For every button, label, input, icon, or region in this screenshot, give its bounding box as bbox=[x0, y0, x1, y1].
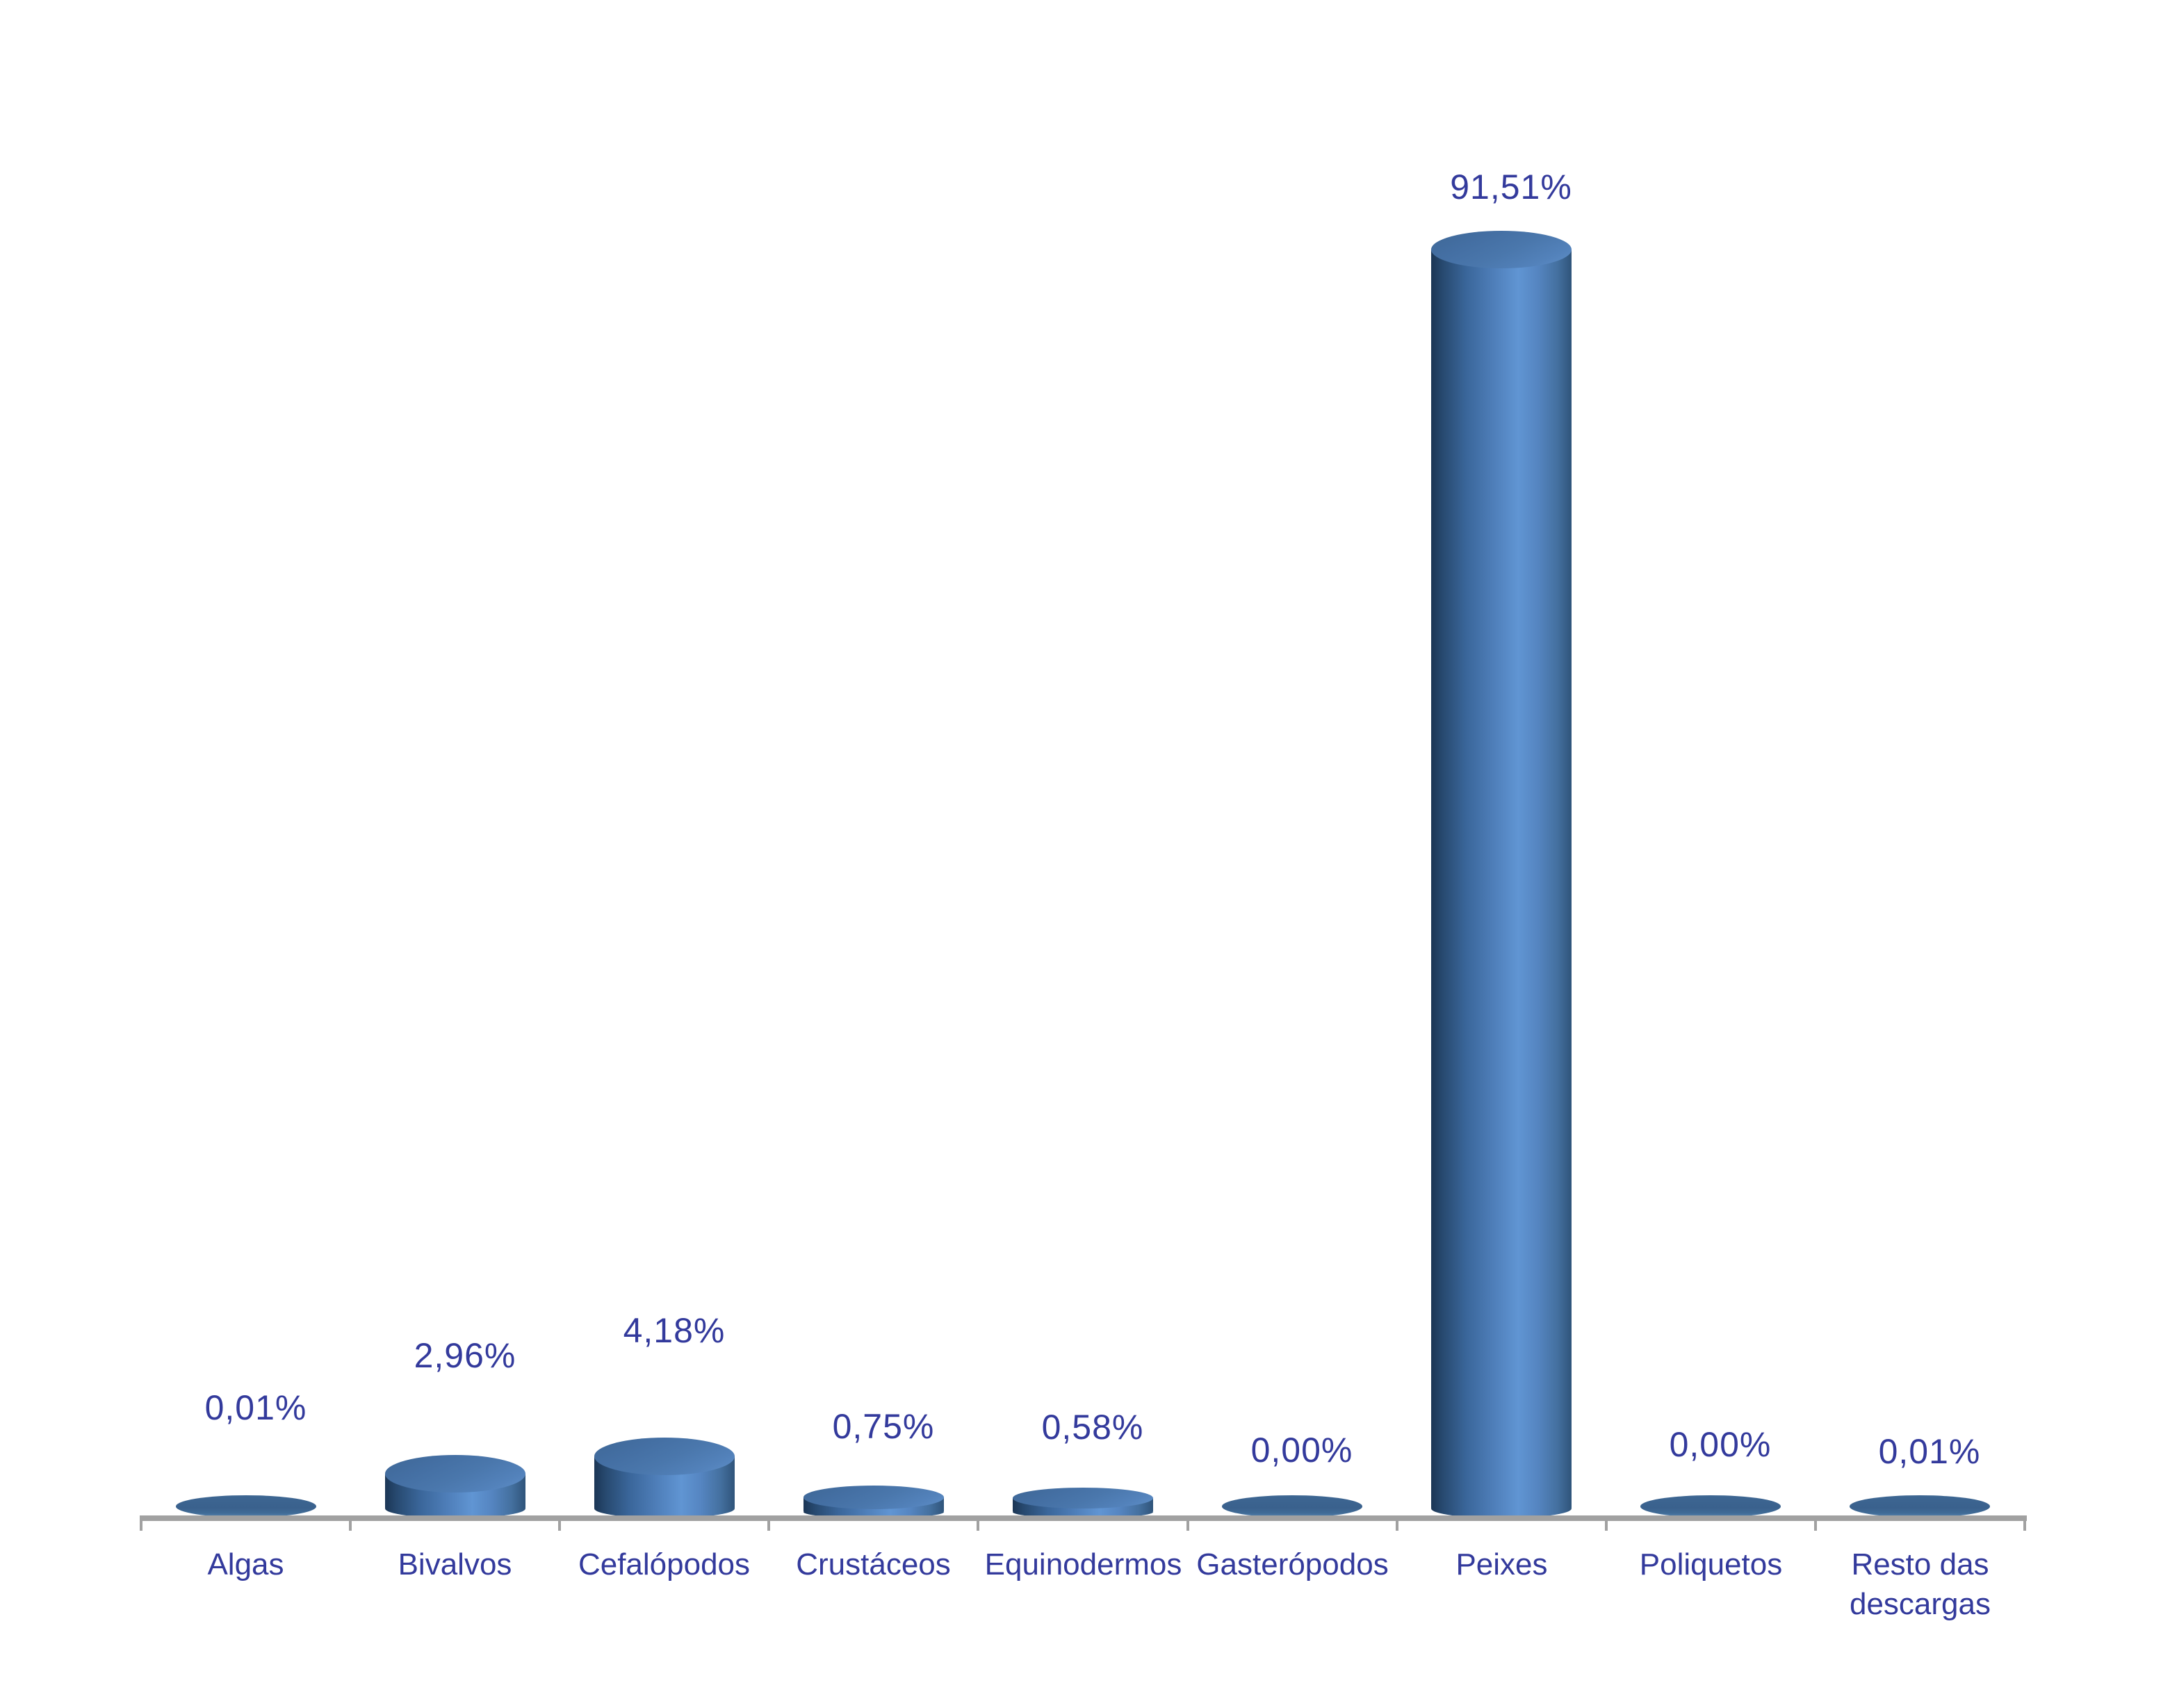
x-axis-tick bbox=[767, 1521, 770, 1531]
bar-equinodermos bbox=[1013, 1488, 1153, 1518]
value-label-equinodermos: 0,58% bbox=[1041, 1408, 1144, 1447]
bar-peixes bbox=[1431, 231, 1572, 1518]
bar-resto-das-descargas bbox=[1850, 1495, 1990, 1518]
category-label-gasteropodos: Gasterópodos bbox=[1196, 1547, 1389, 1581]
category-label-bivalvos: Bivalvos bbox=[398, 1547, 512, 1581]
x-axis-line bbox=[140, 1515, 2027, 1521]
category-label-crustaceos: Crustáceos bbox=[796, 1547, 951, 1581]
value-label-algas: 0,01% bbox=[204, 1388, 307, 1427]
value-label-peixes: 91,51% bbox=[1450, 168, 1572, 206]
x-axis-tick bbox=[1186, 1521, 1189, 1531]
x-axis-tick bbox=[2023, 1521, 2026, 1531]
bar-top-crustaceos bbox=[803, 1486, 944, 1509]
x-axis-tick bbox=[140, 1521, 142, 1531]
bar-bottom-crustaceos bbox=[803, 1506, 944, 1518]
bar-bottom-peixes bbox=[1431, 1499, 1572, 1518]
bar-poliquetos bbox=[1640, 1495, 1781, 1518]
x-axis-tick bbox=[977, 1521, 979, 1531]
bar-algas bbox=[176, 1495, 316, 1518]
bar-bottom-bivalvos bbox=[385, 1499, 525, 1518]
bar-disc-algas bbox=[176, 1495, 316, 1518]
bar-top-bivalvos bbox=[385, 1455, 525, 1493]
x-axis-tick bbox=[349, 1521, 352, 1531]
bar-bottom-cefalopodos bbox=[594, 1499, 735, 1518]
bar-disc-poliquetos bbox=[1640, 1495, 1781, 1518]
category-label-resto-das-descargas: Resto das descargas bbox=[1849, 1547, 1991, 1621]
bar-bivalvos bbox=[385, 1455, 525, 1518]
value-label-poliquetos: 0,00% bbox=[1669, 1425, 1772, 1464]
x-axis-tick bbox=[1814, 1521, 1817, 1531]
value-label-bivalvos: 2,96% bbox=[414, 1336, 516, 1375]
category-label-poliquetos: Poliquetos bbox=[1639, 1547, 1783, 1581]
x-axis-tick bbox=[1605, 1521, 1608, 1531]
bar-top-equinodermos bbox=[1013, 1488, 1153, 1508]
bar-side-peixes bbox=[1431, 250, 1572, 1508]
bar-disc-resto-das-descargas bbox=[1850, 1495, 1990, 1518]
bar-crustaceos bbox=[803, 1486, 944, 1518]
x-axis-tick bbox=[558, 1521, 561, 1531]
value-label-cefalopodos: 4,18% bbox=[623, 1311, 726, 1350]
category-label-peixes: Peixes bbox=[1455, 1547, 1548, 1581]
bar-top-cefalopodos bbox=[594, 1438, 735, 1475]
category-label-algas: Algas bbox=[207, 1547, 284, 1581]
bar-gasteropodos bbox=[1222, 1495, 1362, 1518]
bar-top-peixes bbox=[1431, 231, 1572, 268]
bar-cefalopodos bbox=[594, 1438, 735, 1518]
value-label-gasteropodos: 0,00% bbox=[1250, 1431, 1353, 1470]
bar-disc-gasteropodos bbox=[1222, 1495, 1362, 1518]
x-axis-tick bbox=[1396, 1521, 1398, 1531]
value-label-resto-das-descargas: 0,01% bbox=[1878, 1432, 1981, 1471]
category-label-cefalopodos: Cefalópodos bbox=[578, 1547, 751, 1581]
category-label-equinodermos: Equinodermos bbox=[984, 1547, 1182, 1581]
bar-bottom-equinodermos bbox=[1013, 1506, 1153, 1518]
value-label-crustaceos: 0,75% bbox=[832, 1407, 935, 1446]
